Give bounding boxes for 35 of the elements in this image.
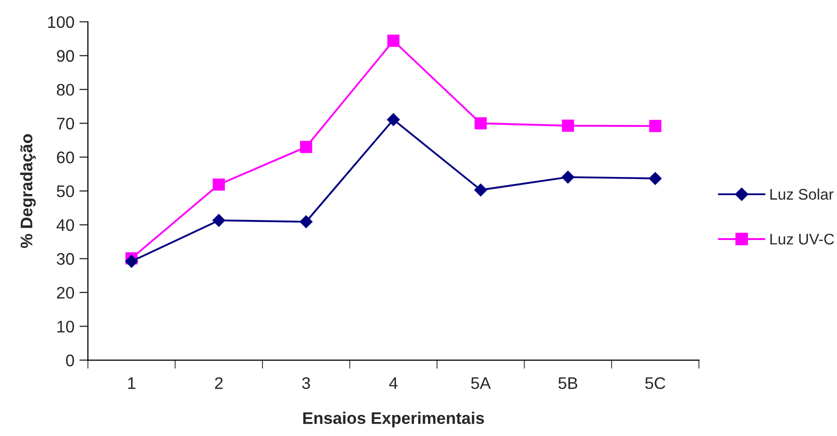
x-tick-label: 1 [128,377,136,389]
point [648,172,662,185]
point [125,254,138,268]
point [562,120,574,132]
x-tick-label: 5A [471,377,491,390]
y-tick-label: 10 [57,320,74,333]
y-tick-label: 40 [56,219,74,232]
point [300,215,313,228]
x-tick-label: 3 [302,377,310,390]
x-tick-label: 4 [389,377,398,389]
point [212,214,226,227]
x-tick-label: 5B [558,377,578,390]
y-axis-title: % Degradação [20,134,36,248]
y-tick-label: 0 [66,354,74,366]
point [474,117,487,130]
y-tick-label: 60 [57,152,74,164]
x-tick-label: 5C [645,377,666,390]
y-tick-label: 80 [56,84,74,96]
point [562,170,574,184]
y-tick-label: 90 [56,50,74,62]
point [474,184,488,196]
y-tick-label: 30 [56,253,74,265]
point [386,113,400,126]
point [300,140,312,154]
point [649,120,662,132]
y-tick-label: 100 [48,16,74,28]
x-axis-title: Ensaios Experimentais [303,412,484,428]
y-tick-label: 50 [56,185,74,198]
legend-label: Luz Solar [770,188,834,200]
legend-label: Luz UV-C [770,234,834,245]
y-tick-label: 20 [56,286,74,299]
point [387,34,400,47]
y-tick-label: 70 [57,118,74,130]
x-tick-label: 2 [215,377,223,389]
point [212,178,225,191]
